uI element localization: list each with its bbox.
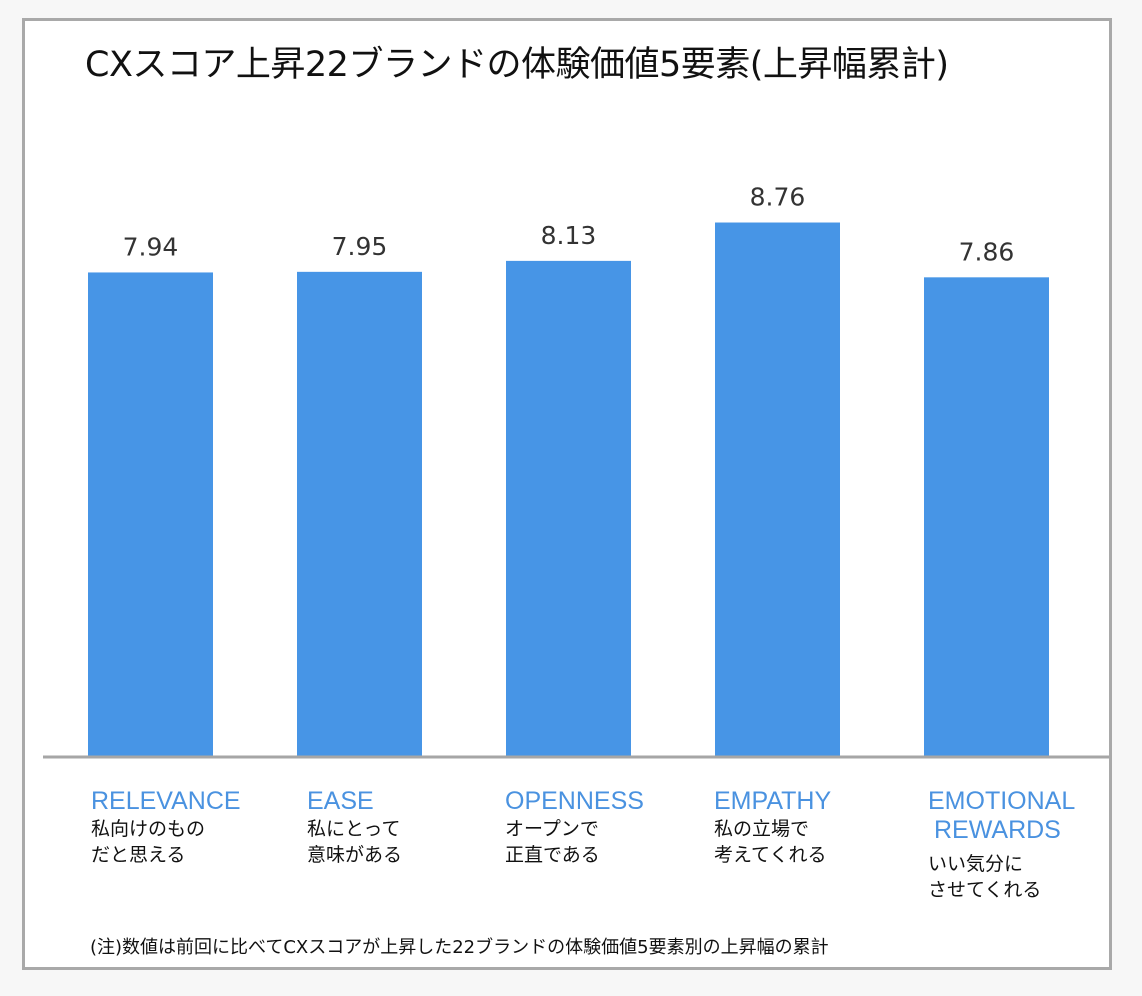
value-label: 7.86 [959, 237, 1015, 266]
category-label: EMOTIONAL REWARDS いい気分にさせてくれる [928, 787, 1098, 903]
category-description: 私にとって意味がある [307, 816, 477, 868]
category-description-line: させてくれる [928, 879, 1042, 901]
value-label: 8.13 [541, 221, 597, 250]
bar-emotional-rewards [924, 277, 1049, 756]
value-label: 7.94 [123, 232, 179, 261]
category-description-line: 正直である [505, 844, 600, 866]
category-label: OPENNESS オープンで 正直である [505, 787, 675, 868]
category-description-line: だと思える [91, 844, 186, 866]
category-label: EMPATHY 私の立場で 考えてくれる [714, 787, 884, 868]
category-description-line: 考えてくれる [714, 844, 827, 866]
category-description-line: 私にとって [307, 818, 401, 840]
category-description-line: いい気分に [928, 853, 1024, 875]
category-label: EASE 私にとって 意味がある [307, 787, 477, 868]
category-description-line: 私向けのもの [91, 818, 206, 840]
category-description-line: 私の立場で [714, 818, 810, 840]
bar-empathy [715, 222, 840, 757]
category-description: いい気分にさせてくれる [928, 851, 1098, 903]
category-name: EMOTIONAL [928, 787, 1076, 815]
chart-title: CXスコア上昇22ブランドの体験価値5要素(上昇幅累計) [85, 45, 949, 85]
bar-ease [297, 271, 422, 756]
value-label: 8.76 [750, 183, 806, 212]
category-name: EMPATHY [714, 787, 832, 815]
category-name: REWARDS [934, 816, 1061, 844]
category-description-line: 意味がある [307, 844, 403, 866]
category-name: OPENNESS [505, 787, 644, 815]
category-name: RELEVANCE [91, 787, 241, 815]
category-description: 私の立場で考えてくれる [714, 816, 884, 868]
footnote: (注)数値は前回に比べてCXスコアが上昇した22ブランドの体験価値5要素別の上昇… [90, 937, 829, 958]
bar-chart: 7.94 7.95 8.13 8.76 7.86 [43, 183, 1109, 759]
category-description: オープンで正直である [505, 816, 675, 868]
chart-frame: CXスコア上昇22ブランドの体験価値5要素(上昇幅累計) 7.94 7.95 8.1… [22, 18, 1112, 970]
bar-openness [506, 260, 631, 756]
bar-relevance [88, 272, 213, 756]
value-label: 7.95 [332, 232, 388, 261]
category-label: RELEVANCE 私向けのもの だと思える [91, 787, 261, 868]
category-description-line: オープンで [505, 818, 599, 840]
category-name: EASE [307, 787, 374, 815]
category-description: 私向けのもの だと思える [91, 816, 261, 868]
